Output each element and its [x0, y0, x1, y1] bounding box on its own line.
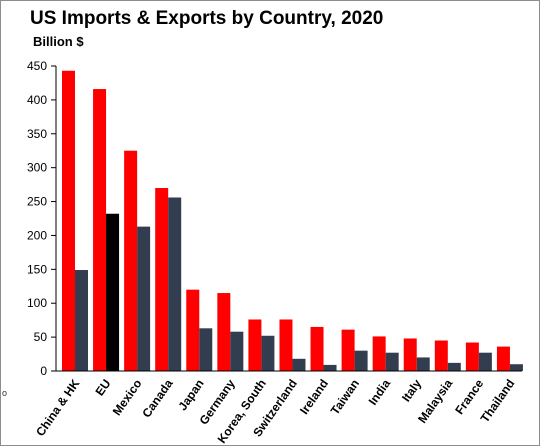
y-tick-label: 300: [27, 161, 47, 175]
bar-series2-2: [137, 226, 151, 371]
y-tick-label: 50: [34, 330, 48, 344]
bar-series2-9: [354, 350, 368, 371]
y-tick-label: 450: [27, 59, 47, 73]
bar-series2-6: [261, 335, 275, 371]
bar-series2-12: [447, 362, 461, 371]
y-tick-label: 400: [27, 93, 47, 107]
bar-series2-5: [230, 331, 244, 371]
bar-series2-11: [416, 357, 430, 371]
y-tick-label: 200: [27, 228, 47, 242]
x-category-label: Italy: [399, 376, 424, 404]
x-category-label: China & HK: [33, 376, 83, 438]
bar-series1-6: [248, 319, 262, 371]
bar-series1-1: [93, 89, 107, 372]
bar-series2-14: [509, 364, 523, 371]
bar-series2-0: [75, 270, 88, 371]
bar-series2-3: [168, 197, 182, 371]
y-axis-unit-label: Billion $: [33, 34, 84, 49]
bar-series1-11: [403, 338, 417, 371]
bar-series1-10: [372, 336, 386, 371]
bar-series2-8: [323, 364, 337, 371]
y-tick-label: 350: [27, 127, 47, 141]
bar-series1-13: [465, 342, 479, 371]
y-tick-label: 100: [27, 296, 47, 310]
corner-mark: o: [2, 388, 8, 398]
x-category-label: EU: [92, 377, 113, 399]
bar-series1-0: [62, 70, 75, 371]
x-category-label: Taiwan: [328, 377, 362, 418]
bar-series2-13: [478, 352, 492, 371]
bar-series2-4: [199, 328, 213, 371]
bar-series1-9: [341, 329, 355, 371]
bar-series2-10: [385, 352, 399, 371]
bar-series1-8: [310, 326, 324, 371]
axes: [55, 66, 522, 372]
chart-title: US Imports & Exports by Country, 2020: [30, 8, 384, 29]
x-category-label: Japan: [175, 377, 206, 413]
bar-series1-5: [217, 293, 231, 371]
bar-series1-7: [279, 319, 293, 371]
bar-series1-12: [434, 340, 448, 371]
bar-series2-7: [292, 358, 306, 371]
bar-series1-3: [155, 188, 169, 371]
bar-series1-2: [124, 150, 138, 371]
y-tick-label: 250: [27, 195, 47, 209]
x-category-label: Canada: [139, 376, 176, 420]
y-axis-ticks: 0 50 100 150 200 250 300 350 400 450: [27, 59, 56, 378]
bar-series1-14: [496, 346, 510, 371]
bar-series2-1: [106, 213, 120, 371]
x-category-label: Ireland: [297, 377, 331, 417]
y-tick-label: 0: [40, 364, 47, 378]
bar-series: [62, 70, 523, 372]
y-tick-label: 150: [27, 262, 47, 276]
bar-series1-4: [186, 289, 200, 371]
x-category-label: India: [366, 376, 394, 407]
